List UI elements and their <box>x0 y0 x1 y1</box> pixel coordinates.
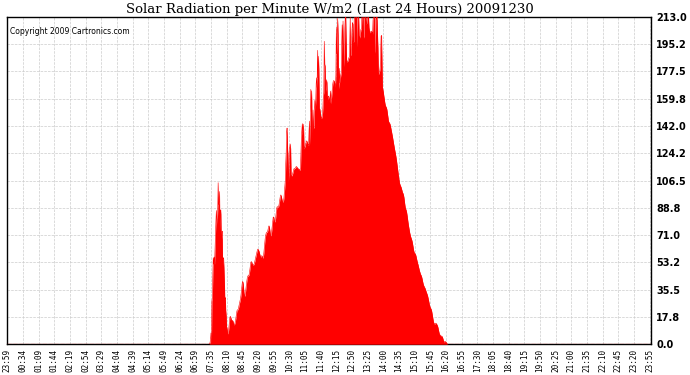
Title: Solar Radiation per Minute W/m2 (Last 24 Hours) 20091230: Solar Radiation per Minute W/m2 (Last 24… <box>126 3 533 16</box>
Text: Copyright 2009 Cartronics.com: Copyright 2009 Cartronics.com <box>10 27 130 36</box>
